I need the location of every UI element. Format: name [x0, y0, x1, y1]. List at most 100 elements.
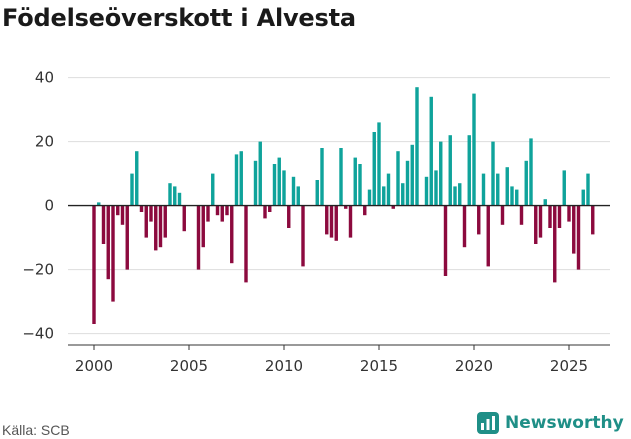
bar: [491, 141, 495, 206]
bar: [538, 205, 543, 238]
bar: [458, 183, 462, 206]
bar: [263, 205, 267, 219]
x-tick-label: 2010: [265, 357, 303, 375]
bar: [382, 186, 386, 206]
bar: [315, 180, 319, 206]
bar: [467, 135, 471, 206]
bar: [287, 205, 291, 228]
bar: [282, 170, 286, 206]
bar: [268, 205, 272, 212]
bar: [239, 151, 243, 206]
bar: [139, 205, 144, 212]
bar: [481, 173, 486, 206]
bar: [135, 151, 139, 206]
bar: [553, 205, 557, 283]
bar: [439, 141, 443, 206]
bar: [215, 205, 220, 216]
bar: [424, 176, 429, 206]
bar: [358, 164, 362, 206]
bar: [301, 205, 305, 267]
bar: [386, 173, 391, 206]
bar: [225, 205, 229, 216]
bar: [201, 205, 205, 248]
bar: [348, 205, 353, 238]
bar: [567, 205, 571, 222]
bar: [168, 183, 172, 206]
bar: [125, 205, 129, 270]
bar: [415, 87, 419, 206]
bar: [97, 202, 101, 206]
source-credit: Källa: SCB: [2, 422, 70, 438]
bar: [391, 205, 395, 209]
bar: [515, 189, 519, 206]
y-tick-label: 0: [44, 197, 54, 215]
bar: [120, 205, 125, 225]
bar: [320, 148, 324, 206]
bar: [505, 167, 509, 206]
bar: [244, 205, 248, 283]
newsworthy-logo: Newsworthy: [476, 409, 624, 437]
x-tick-label: 2005: [170, 357, 208, 375]
bar: [396, 151, 400, 206]
bar: [443, 205, 448, 276]
bar: [277, 157, 281, 206]
bar: [377, 122, 381, 206]
bar: [177, 192, 182, 206]
x-tick-label: 2015: [360, 357, 398, 375]
bar: [329, 205, 334, 238]
x-tick-label: 2020: [455, 357, 493, 375]
bar: [534, 205, 538, 244]
bar: [196, 205, 201, 270]
bar: [453, 186, 457, 206]
bar: [429, 96, 433, 206]
bar: [230, 205, 234, 264]
bar: [101, 205, 106, 244]
bar: [529, 138, 533, 206]
bar: [372, 132, 376, 206]
bar: [291, 176, 296, 206]
bar: [130, 173, 134, 206]
bar: [572, 205, 576, 254]
newsworthy-logo-icon: [477, 412, 499, 434]
bar: [163, 205, 167, 238]
bar: [591, 205, 595, 235]
y-tick-label: 20: [35, 133, 54, 151]
bar: [182, 205, 186, 232]
bar: [562, 170, 566, 206]
bar: [253, 160, 258, 206]
bar: [339, 148, 343, 206]
bar: [92, 205, 96, 324]
x-tick-label: 2000: [75, 357, 113, 375]
bar: [462, 205, 467, 248]
bar: [211, 173, 215, 206]
bar: [524, 160, 528, 206]
bar: [472, 93, 476, 206]
bar: [296, 186, 300, 206]
bar: [367, 189, 372, 206]
bar: [173, 186, 177, 206]
bar: [353, 157, 357, 206]
bar: [405, 160, 410, 206]
bar: [548, 205, 552, 228]
bar: [581, 189, 585, 206]
bar: [557, 205, 562, 228]
bar: [410, 144, 414, 206]
bar: [519, 205, 524, 225]
bar: [477, 205, 481, 235]
chart-title: Födelseöverskott i Alvesta: [2, 4, 356, 32]
bar: [258, 141, 262, 206]
bar: [448, 135, 452, 206]
bar: [234, 154, 239, 206]
y-tick-label: 40: [35, 69, 54, 87]
bar: [206, 205, 210, 222]
bar: [325, 205, 329, 235]
bar: [543, 199, 547, 206]
bar: [344, 205, 348, 209]
bar: [586, 173, 590, 206]
y-tick-label: −40: [22, 325, 54, 343]
bar: [144, 205, 148, 238]
bar: [116, 205, 120, 216]
bar: [576, 205, 581, 270]
brand-name: Newsworthy: [505, 413, 624, 433]
